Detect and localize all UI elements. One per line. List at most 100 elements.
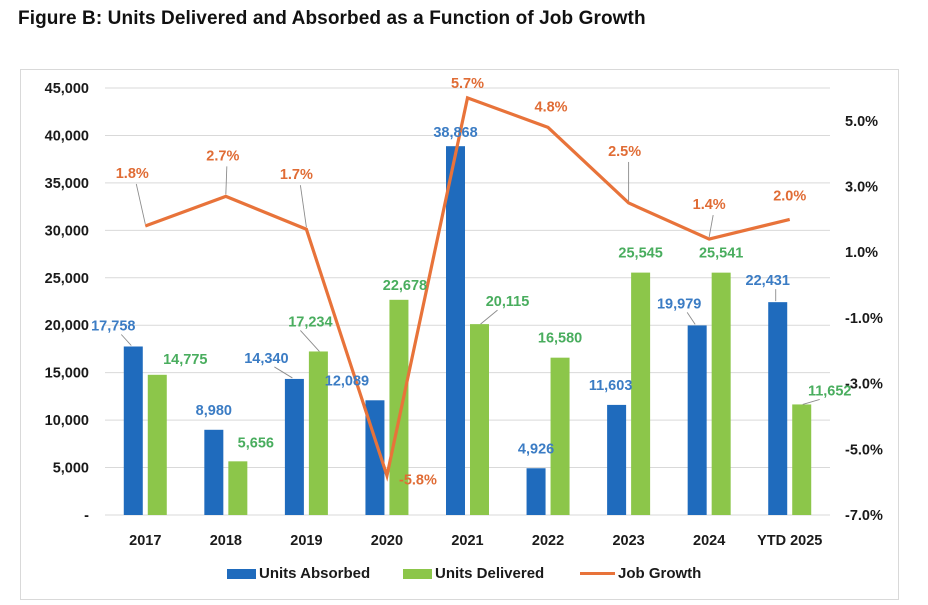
data-label-job-growth: 1.7% [280, 167, 313, 183]
x-tick-label: 2020 [371, 533, 403, 549]
data-label-job-growth: -5.8% [399, 473, 437, 489]
bar-units-delivered [711, 272, 731, 515]
data-label-units-absorbed: 17,758 [91, 318, 135, 334]
data-label-units-absorbed: 4,926 [518, 441, 554, 457]
y-tick-label: 20,000 [45, 318, 89, 334]
leader-line [802, 399, 820, 405]
data-label-units-delivered: 20,115 [486, 294, 530, 310]
legend-item-units-absorbed: Units Absorbed [227, 565, 370, 582]
y-tick-label: 5,000 [53, 461, 89, 477]
data-label-units-delivered: 25,541 [699, 246, 743, 262]
bar-units-absorbed [607, 404, 627, 515]
y-tick-label: 10,000 [45, 413, 89, 429]
x-tick-label: 2017 [129, 533, 161, 549]
x-axis: 2017 2018 2019 2020 2021 2022 2023 2024 YTD 2025 [129, 533, 822, 549]
bar-units-absorbed [687, 325, 707, 515]
y2-tick-label: 1.0% [845, 245, 878, 261]
legend-label: Units Delivered [435, 565, 545, 582]
data-label-job-growth: 1.4% [693, 197, 726, 213]
bar-units-delivered [550, 357, 570, 515]
y2-tick-label: -5.0% [845, 442, 883, 458]
data-label-units-absorbed: 12,089 [325, 373, 369, 389]
data-label-units-absorbed: 22,431 [746, 273, 790, 289]
legend: Units Absorbed Units Delivered Job Growt… [0, 565, 928, 587]
leader-line [274, 366, 293, 379]
data-label-job-growth: 2.5% [608, 144, 641, 160]
y2-tick-label: -7.0% [845, 508, 883, 524]
figure-title: Figure B: Units Delivered and Absorbed a… [18, 8, 646, 29]
legend-swatch-job-growth [580, 572, 615, 575]
bar-units-delivered [147, 374, 167, 515]
x-tick-label: YTD 2025 [757, 533, 822, 549]
leader-line [299, 185, 307, 228]
bar-units-delivered [631, 272, 651, 515]
data-label-units-delivered: 11,652 [808, 383, 852, 399]
data-labels: 17,758 8,980 14,340 12,089 38,868 4,926 11,603… [91, 76, 851, 489]
data-label-units-absorbed: 38,868 [433, 125, 477, 141]
data-label-units-delivered: 22,678 [383, 278, 427, 294]
data-label-job-growth: 2.7% [206, 148, 239, 164]
leader-line [225, 166, 228, 195]
bar-units-delivered [792, 404, 812, 515]
chart-frame [20, 69, 899, 600]
data-label-units-absorbed: 14,340 [244, 351, 288, 367]
leader-lines [120, 161, 820, 405]
bar-units-delivered [389, 299, 409, 515]
data-label-job-growth: 1.8% [116, 166, 149, 182]
y-tick-label: 45,000 [45, 81, 89, 97]
bar-units-absorbed [284, 378, 304, 515]
bar-units-absorbed [768, 302, 788, 515]
y2-tick-label: 3.0% [845, 180, 878, 196]
y2-tick-label: 5.0% [845, 114, 878, 130]
legend-label: Job Growth [618, 565, 702, 582]
data-label-units-delivered: 14,775 [163, 352, 207, 368]
data-label-job-growth: 5.7% [451, 76, 484, 92]
y-tick-label: 30,000 [45, 223, 89, 239]
legend-swatch-delivered [403, 568, 432, 579]
y-tick-label: - [84, 508, 89, 524]
leader-line [135, 183, 146, 225]
legend-label: Units Absorbed [259, 565, 371, 582]
bar-units-delivered [228, 461, 248, 515]
leader-line [480, 309, 498, 325]
x-tick-label: 2023 [612, 533, 644, 549]
data-label-job-growth: 4.8% [535, 99, 568, 115]
data-label-units-absorbed: 8,980 [196, 403, 232, 419]
x-tick-label: 2019 [290, 533, 322, 549]
bar-units-absorbed [526, 468, 546, 515]
y2-tick-label: -1.0% [845, 311, 883, 327]
data-label-job-growth: 2.0% [773, 188, 806, 204]
y-tick-label: 25,000 [45, 271, 89, 287]
data-label-units-delivered: 16,580 [538, 331, 582, 347]
y-tick-label: 40,000 [45, 128, 89, 144]
x-tick-label: 2018 [210, 533, 242, 549]
bar-units-absorbed [204, 429, 224, 515]
bar-units-delivered [308, 351, 328, 515]
y-axis-right: -7.0% -5.0% -3.0% -1.0% 1.0% 3.0% 5.0% [845, 114, 883, 524]
leader-line [300, 330, 320, 352]
legend-item-units-delivered: Units Delivered [403, 565, 544, 582]
data-label-units-delivered: 5,656 [238, 435, 274, 451]
y-tick-label: 15,000 [45, 366, 89, 382]
data-label-units-delivered: 25,545 [618, 246, 662, 262]
legend-item-job-growth: Job Growth [580, 565, 701, 582]
bar-units-absorbed [446, 146, 465, 516]
job-growth-line [144, 95, 791, 482]
leader-line [708, 215, 714, 238]
y-tick-label: 35,000 [45, 176, 89, 192]
leader-line [686, 312, 696, 325]
data-label-units-delivered: 17,234 [288, 314, 332, 330]
x-tick-label: 2022 [532, 533, 564, 549]
x-tick-label: 2021 [451, 533, 483, 549]
x-tick-label: 2024 [693, 533, 725, 549]
y2-tick-label: -3.0% [845, 377, 883, 393]
leader-line [120, 334, 132, 346]
data-label-units-absorbed: 11,603 [589, 378, 633, 394]
bar-units-delivered [470, 324, 489, 515]
legend-swatch-absorbed [227, 568, 256, 579]
data-label-units-absorbed: 19,979 [657, 296, 701, 312]
bar-units-absorbed [123, 346, 143, 515]
bars [123, 146, 812, 516]
y-axis-left: - 5,000 10,000 15,000 20,000 25,000 30,000 35,0… [45, 81, 90, 524]
